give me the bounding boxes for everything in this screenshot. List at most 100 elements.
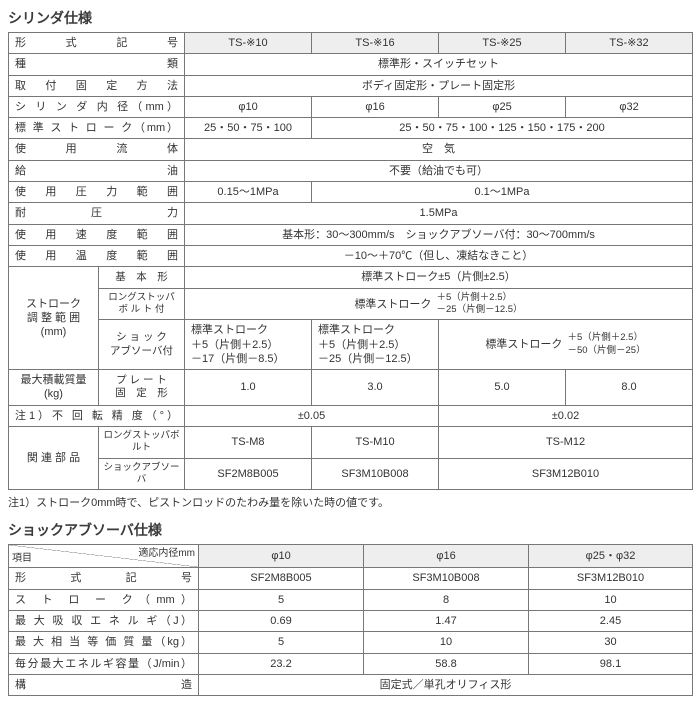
cell: TS-M10 — [312, 427, 439, 459]
row-label: シ ョ ッ ク アブソーバ付 — [99, 320, 185, 370]
cell: SF3M10B008 — [312, 458, 439, 490]
table-row: シ リ ン ダ 内 径（mm） φ10 φ16 φ25 φ32 — [9, 96, 693, 117]
cell: 0.69 — [199, 611, 364, 632]
cell: TS-M12 — [439, 427, 693, 459]
cell: 標準ストローク ＋5（片側＋2.5） －25（片側－12.5） — [312, 320, 439, 370]
col-header: φ10 — [199, 545, 364, 568]
table-row: 最 大 相 当 等 価 質 量（kg） 5 10 30 — [9, 632, 693, 653]
cell: 0.1～1MPa — [312, 182, 693, 203]
cell: 1.0 — [185, 370, 312, 406]
table-row: 項目 適応内径mm φ10 φ16 φ25・φ32 — [9, 545, 693, 568]
row-label: 構 造 — [9, 674, 199, 695]
row-label: 形 式 記 号 — [9, 568, 199, 589]
cell: 5 — [199, 589, 364, 610]
table-row: 構 造 固定式／単孔オリフィス形 — [9, 674, 693, 695]
cell: SF3M10B008 — [364, 568, 529, 589]
cell: 23.2 — [199, 653, 364, 674]
cell: TS-M8 — [185, 427, 312, 459]
row-label: 最 大 吸 収 エ ネ ル ギ（J） — [9, 611, 199, 632]
table-row: ストローク 調 整 範 囲 (mm) 基 本 形 標準ストローク±5（片側±2.… — [9, 267, 693, 288]
table-row: 毎分最大エネルギ容量（J/min） 23.2 58.8 98.1 — [9, 653, 693, 674]
cell: 基本形：30～300mm/s ショックアブソーバ付：30～700mm/s — [185, 224, 693, 245]
cell: φ32 — [566, 96, 693, 117]
cell: ±0.02 — [439, 405, 693, 426]
cell: φ25 — [439, 96, 566, 117]
cell-part: ＋5（片側＋2.5） －50（片側－25） — [567, 332, 645, 357]
model-label: 形 式 記 号 — [9, 33, 185, 54]
table-row: 使 用 温 度 範 囲 －10～＋70℃（但し、凍結なきこと） — [9, 245, 693, 266]
cylinder-spec-table: 形 式 記 号 TS-※10 TS-※16 TS-※25 TS-※32 種 類 … — [8, 32, 693, 490]
cell: 空 気 — [185, 139, 693, 160]
table-row: 最大積載質量 (kg) プ レ ー ト 固 定 形 1.0 3.0 5.0 8.… — [9, 370, 693, 406]
col-header: TS-※25 — [439, 33, 566, 54]
table-row: シ ョ ッ ク アブソーバ付 標準ストローク ＋5（片側＋2.5） －17（片側… — [9, 320, 693, 370]
cell-part: 標準ストローク — [485, 339, 562, 351]
table-row: 形 式 記 号 TS-※10 TS-※16 TS-※25 TS-※32 — [9, 33, 693, 54]
row-label: プ レ ー ト 固 定 形 — [99, 370, 185, 406]
cell: 10 — [364, 632, 529, 653]
cell: 5.0 — [439, 370, 566, 406]
cell: φ16 — [312, 96, 439, 117]
table-row: 種 類 標準形・スイッチセット — [9, 54, 693, 75]
table-row: 使 用 圧 力 範 囲 0.15～1MPa 0.1～1MPa — [9, 182, 693, 203]
table-row: 標 準 ス ト ロ ー ク（mm） 25・50・75・100 25・50・75・… — [9, 118, 693, 139]
cell: SF2M8B005 — [199, 568, 364, 589]
table-row: 使 用 速 度 範 囲 基本形：30～300mm/s ショックアブソーバ付：30… — [9, 224, 693, 245]
absorber-spec-table: 項目 適応内径mm φ10 φ16 φ25・φ32 形 式 記 号 SF2M8B… — [8, 544, 693, 696]
cell: 1.47 — [364, 611, 529, 632]
cell: 標準ストローク ＋5（片側＋2.5） －50（片側－25） — [439, 320, 693, 370]
cell: 5 — [199, 632, 364, 653]
col-header: TS-※32 — [566, 33, 693, 54]
diag-col-label: 適応内径mm — [138, 547, 195, 560]
table-row: 取 付 固 定 方 法 ボディ固定形・プレート固定形 — [9, 75, 693, 96]
row-label: 使 用 圧 力 範 囲 — [9, 182, 185, 203]
table-row: 給 油 不要（給油でも可） — [9, 160, 693, 181]
cell: 固定式／単孔オリフィス形 — [199, 674, 693, 695]
cell-part: ＋5（片側＋2.5） －25（片側－12.5） — [437, 292, 523, 317]
cell: SF3M12B010 — [529, 568, 693, 589]
col-header: φ16 — [364, 545, 529, 568]
row-label: 注1）不 回 転 精 度（°） — [9, 405, 185, 426]
row-label: 使 用 速 度 範 囲 — [9, 224, 185, 245]
row-label: 耐 圧 力 — [9, 203, 185, 224]
row-label: 種 類 — [9, 54, 185, 75]
table-row: 最 大 吸 収 エ ネ ル ギ（J） 0.69 1.47 2.45 — [9, 611, 693, 632]
cell: 10 — [529, 589, 693, 610]
col-header: TS-※16 — [312, 33, 439, 54]
table-row: 注1）不 回 転 精 度（°） ±0.05 ±0.02 — [9, 405, 693, 426]
cell: 8 — [364, 589, 529, 610]
row-label: 標 準 ス ト ロ ー ク（mm） — [9, 118, 185, 139]
cell: 25・50・75・100 — [185, 118, 312, 139]
row-label: 毎分最大エネルギ容量（J/min） — [9, 653, 199, 674]
row-group-label: 最大積載質量 (kg) — [9, 370, 99, 406]
cell: 25・50・75・100・125・150・175・200 — [312, 118, 693, 139]
cell: －10～＋70℃（但し、凍結なきこと） — [185, 245, 693, 266]
table-row: ロングストッパ ボ ル ト 付 標準ストローク ＋5（片側＋2.5） －25（片… — [9, 288, 693, 320]
cell: SF2M8B005 — [185, 458, 312, 490]
row-label: 使 用 温 度 範 囲 — [9, 245, 185, 266]
diag-row-label: 項目 — [12, 552, 32, 565]
table-row: ショックアブソーバ SF2M8B005 SF3M10B008 SF3M12B01… — [9, 458, 693, 490]
cell: 3.0 — [312, 370, 439, 406]
row-label: 最 大 相 当 等 価 質 量（kg） — [9, 632, 199, 653]
row-label: 取 付 固 定 方 法 — [9, 75, 185, 96]
table-row: 関 連 部 品 ロングストッパボルト TS-M8 TS-M10 TS-M12 — [9, 427, 693, 459]
col-header: TS-※10 — [185, 33, 312, 54]
cell-part: 標準ストローク — [354, 298, 431, 310]
row-group-label: 関 連 部 品 — [9, 427, 99, 490]
cell: 標準ストローク ＋5（片側＋2.5） －25（片側－12.5） — [185, 288, 693, 320]
row-label: 給 油 — [9, 160, 185, 181]
row-label: ロングストッパ ボ ル ト 付 — [99, 288, 185, 320]
cell: 標準ストローク±5（片側±2.5） — [185, 267, 693, 288]
cylinder-spec-title: シリンダ仕様 — [8, 8, 692, 28]
footnote: 注1）ストローク0mm時で、ピストンロッドのたわみ量を除いた時の値です。 — [8, 494, 692, 510]
row-label: ス ト ロ ー ク（mm） — [9, 589, 199, 610]
table-row: 耐 圧 力 1.5MPa — [9, 203, 693, 224]
cell: 1.5MPa — [185, 203, 693, 224]
cell: 2.45 — [529, 611, 693, 632]
cell: 58.8 — [364, 653, 529, 674]
cell: φ10 — [185, 96, 312, 117]
cell: 不要（給油でも可） — [185, 160, 693, 181]
cell: 0.15～1MPa — [185, 182, 312, 203]
row-label: シ リ ン ダ 内 径（mm） — [9, 96, 185, 117]
